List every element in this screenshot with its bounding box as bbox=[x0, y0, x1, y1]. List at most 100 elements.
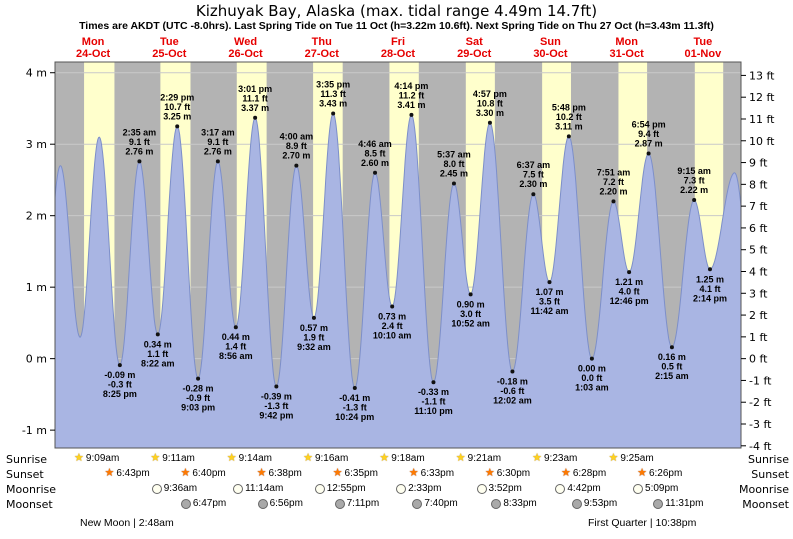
sunset-time: 6:35pm bbox=[344, 468, 378, 479]
right-axis-label: 1 ft bbox=[749, 331, 768, 344]
tide-label: 3.37 m bbox=[241, 103, 269, 113]
tide-curve bbox=[54, 112, 742, 389]
day-name: Mon bbox=[615, 36, 638, 48]
moonrise-entry: 3:52pm bbox=[476, 483, 522, 494]
right-axis-label: -3 ft bbox=[749, 418, 772, 431]
day-date: 31-Oct bbox=[609, 48, 644, 60]
tide-label: 10.8 ft bbox=[477, 98, 503, 108]
tide-label: 7.3 ft bbox=[684, 175, 705, 185]
moonset-time: 9:53pm bbox=[583, 498, 618, 509]
tide-extreme-dot bbox=[611, 199, 616, 204]
tide-label: 2:35 am bbox=[123, 127, 157, 137]
right-axis-label: 9 ft bbox=[749, 157, 768, 170]
astro-row-moonset: Moonset Moonset 6:47pm 6:56pm 7:11pm 7:40pm 8:… bbox=[0, 497, 793, 512]
tide-label: -0.28 m bbox=[183, 384, 214, 394]
tide-label: 3.41 m bbox=[397, 100, 425, 110]
tide-extreme-dot bbox=[531, 192, 536, 197]
moonset-entry: 6:47pm bbox=[180, 498, 226, 509]
right-axis-label: 5 ft bbox=[749, 244, 768, 257]
tide-label: 5:48 pm bbox=[552, 102, 586, 112]
tide-label: 10.7 ft bbox=[164, 102, 190, 112]
moonset-time: 11:31pm bbox=[665, 498, 704, 509]
moonset-time: 6:56pm bbox=[269, 498, 303, 509]
day-column: Sat 29-Oct bbox=[436, 36, 512, 60]
moonset-entry: 7:40pm bbox=[412, 498, 458, 509]
day-column: Thu 27-Oct bbox=[284, 36, 360, 60]
tide-label: 4:46 am bbox=[358, 139, 392, 149]
sunset-star-icon: ★ bbox=[180, 467, 191, 479]
left-axis-label: 3 m bbox=[26, 138, 47, 151]
right-axis-label: 0 ft bbox=[749, 353, 768, 366]
day-column: Tue 01-Nov bbox=[665, 36, 741, 60]
tide-label: 9:15 am bbox=[677, 166, 711, 176]
left-axis-label: 2 m bbox=[26, 210, 47, 223]
moonset-circle-icon bbox=[334, 498, 345, 509]
sunset-star-icon: ★ bbox=[560, 467, 571, 479]
tide-label: 11:10 pm bbox=[414, 406, 453, 416]
day-header: Mon 24-Oct Tue 25-Oct Wed 26-Oct Thu 27-Oct Fri 2… bbox=[0, 36, 793, 60]
sunset-entry: ★ 6:28pm bbox=[560, 467, 607, 480]
moonrise-entry: 12:55pm bbox=[314, 483, 366, 494]
tide-label: -1.3 ft bbox=[343, 402, 367, 412]
sunrise-entry: ★ 9:23am bbox=[532, 453, 577, 465]
moonrise-circle-icon bbox=[233, 483, 244, 494]
tide-label: 3.0 ft bbox=[460, 309, 481, 319]
sunset-time: 6:28pm bbox=[572, 468, 607, 479]
tide-extreme-dot bbox=[589, 356, 594, 361]
astro-row-sunrise: Sunrise Sunrise ★ 9:09am ★ 9:11am ★ 9:14am ★ 9:16… bbox=[0, 452, 793, 467]
tide-extreme-dot bbox=[117, 363, 122, 368]
tide-label: 3.30 m bbox=[476, 108, 504, 118]
tide-label: 8.5 ft bbox=[365, 148, 386, 158]
tide-label: -1.3 ft bbox=[264, 401, 288, 411]
tide-label: 1.9 ft bbox=[303, 332, 324, 342]
tide-label: 3.25 m bbox=[163, 111, 191, 121]
tide-label: 3.5 ft bbox=[539, 297, 560, 307]
sunrise-star-icon: ★ bbox=[608, 452, 619, 464]
sunset-entry: ★ 6:35pm bbox=[332, 467, 378, 480]
tide-label: 1.4 ft bbox=[225, 342, 246, 352]
sunset-entry: ★ 6:43pm bbox=[104, 467, 149, 480]
day-name: Sun bbox=[540, 36, 561, 48]
tide-label: 2:14 pm bbox=[693, 293, 727, 303]
day-date: 24-Oct bbox=[75, 48, 111, 60]
tide-label: 4:00 am bbox=[280, 132, 314, 142]
tide-extreme-dot bbox=[431, 380, 436, 385]
moonrise-circle-icon bbox=[314, 483, 325, 494]
day-date: 29-Oct bbox=[457, 48, 492, 60]
moonrise-label-left: Moonrise bbox=[6, 483, 56, 496]
tide-label: 11.1 ft bbox=[242, 93, 268, 103]
tide-label: 1:03 am bbox=[575, 383, 609, 393]
sunset-time: 6:40pm bbox=[192, 468, 226, 479]
plot-border bbox=[54, 61, 742, 449]
sunrise-entry: ★ 9:09am bbox=[74, 453, 119, 465]
tide-label: 10:52 am bbox=[451, 318, 490, 328]
sunset-star-icon: ★ bbox=[104, 467, 115, 479]
right-axis-label: 4 ft bbox=[749, 265, 768, 278]
day-name: Tue bbox=[159, 36, 179, 48]
day-column: Mon 24-Oct bbox=[55, 36, 131, 60]
tide-label: 4:14 pm bbox=[394, 81, 428, 91]
sunrise-entry: ★ 9:11am bbox=[150, 453, 195, 465]
sunset-entry: ★ 6:40pm bbox=[180, 467, 226, 480]
tide-label: 7.2 ft bbox=[603, 177, 624, 187]
tide-label: 11:42 am bbox=[530, 306, 568, 316]
sunset-star-icon: ★ bbox=[484, 467, 495, 479]
tide-label: 0.90 m bbox=[457, 299, 485, 309]
tide-extreme-dot bbox=[566, 134, 571, 139]
tide-extreme-dot bbox=[451, 181, 456, 186]
tide-label: 0.44 m bbox=[222, 332, 250, 342]
tide-extreme-dot bbox=[311, 315, 316, 320]
tide-label: 0.5 ft bbox=[661, 362, 682, 372]
sunset-time: 6:26pm bbox=[648, 468, 683, 479]
right-axis-label: -4 ft bbox=[749, 440, 772, 452]
sunrise-time: 9:14am bbox=[238, 453, 272, 464]
sunset-time: 6:33pm bbox=[420, 468, 455, 479]
tide-label: 7.5 ft bbox=[523, 170, 544, 180]
tide-label: 2.20 m bbox=[599, 186, 627, 196]
sunset-star-icon: ★ bbox=[332, 467, 343, 479]
moonrise-entry: 11:14am bbox=[233, 483, 283, 494]
tide-extreme-dot bbox=[692, 197, 697, 202]
tide-label: 3:01 pm bbox=[238, 84, 272, 94]
moonrise-time: 4:42pm bbox=[567, 483, 601, 494]
sunset-star-icon: ★ bbox=[408, 467, 419, 479]
